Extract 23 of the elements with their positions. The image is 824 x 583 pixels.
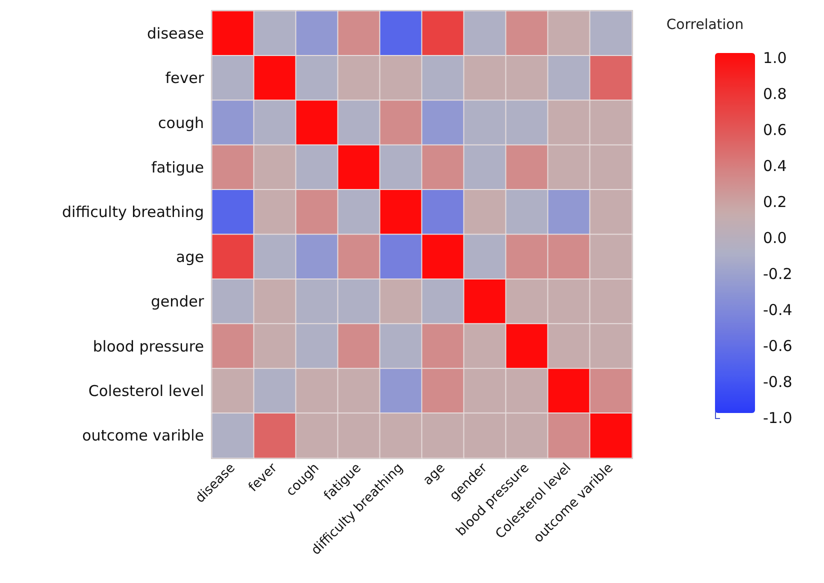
y-tick-label: difficulty breathing — [62, 203, 204, 222]
color-bar-label: -0.4 — [763, 301, 792, 319]
y-tick-label: fatigue — [151, 158, 204, 176]
y-tick-label: disease — [147, 24, 204, 42]
color-bar-label: -1.0 — [763, 409, 792, 427]
color-bar-label: 0.6 — [763, 121, 787, 139]
y-tick-label: age — [176, 248, 204, 266]
y-tick-label: Colesterol level — [88, 382, 204, 400]
color-bar-label: -0.6 — [763, 337, 792, 355]
color-bar-title: Correlation — [666, 17, 744, 33]
y-tick-label: cough — [158, 114, 204, 132]
color-bar-label: 0.0 — [763, 229, 787, 247]
color-bar-label: 0.8 — [763, 85, 787, 103]
color-bar-label: -0.2 — [763, 265, 792, 283]
color-bar-label: 0.2 — [763, 193, 787, 211]
color-bar-label: -0.8 — [763, 373, 792, 391]
color-bar-label: 1.0 — [763, 49, 787, 67]
y-tick-label: blood pressure — [92, 337, 204, 356]
y-tick-label: gender — [150, 292, 205, 311]
color-bar-label: 0.4 — [763, 157, 787, 175]
x-tick-label: age — [420, 460, 448, 488]
y-tick-label: fever — [165, 69, 205, 88]
y-tick-label: outcome varible — [82, 426, 204, 445]
